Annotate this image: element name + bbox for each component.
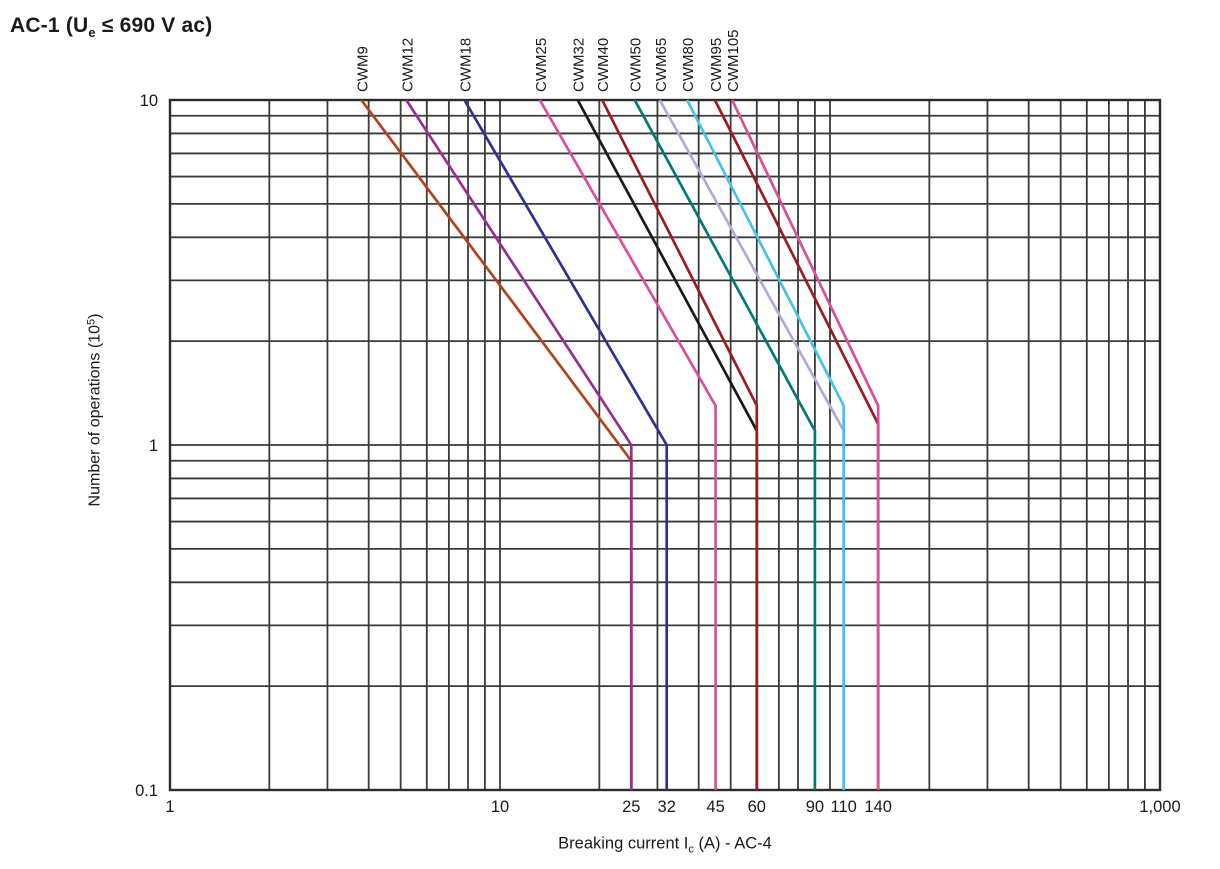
x-tick-label-110: 110 — [831, 798, 857, 816]
curve-CWM12 — [405, 99, 633, 790]
curve-label-CWM50: CWM50 — [628, 38, 645, 92]
x-tick-label-1000: 1,000 — [1139, 798, 1180, 816]
curve-CWM105 — [730, 99, 880, 790]
curve-CWM25 — [538, 99, 717, 790]
curve-label-CWM105: CWM105 — [725, 29, 742, 92]
x-tick-label-1: 1 — [165, 798, 174, 816]
chart-title-subscript: e — [88, 25, 96, 40]
plot-border — [168, 98, 1162, 792]
chart-title-part2: ≤ 690 V ac) — [95, 14, 213, 37]
x-tick-label-45: 45 — [706, 798, 724, 816]
curve-CWM50 — [633, 99, 817, 790]
curve-label-CWM25: CWM25 — [533, 38, 550, 92]
x-tick-label-90: 90 — [806, 798, 824, 816]
x-axis-label-subscript: c — [688, 843, 694, 856]
curve-label-CWM40: CWM40 — [595, 38, 612, 92]
curve-CWM40 — [600, 99, 759, 790]
curve-label-CWM95: CWM95 — [708, 38, 725, 92]
x-tick-label-10: 10 — [491, 798, 509, 816]
curve-label-CWM32: CWM32 — [571, 38, 588, 92]
curve-label-CWM18: CWM18 — [457, 38, 474, 92]
y-tick-label-10: 10 — [140, 92, 158, 110]
x-tick-label-60: 60 — [748, 798, 766, 816]
x-tick-label-32: 32 — [658, 798, 676, 816]
x-axis-label: Breaking current Ic (A) - AC-4 — [558, 835, 772, 856]
curve-label-CWM65: CWM65 — [653, 38, 670, 92]
x-tick-label-140: 140 — [864, 798, 892, 816]
curve-label-CWM12: CWM12 — [399, 38, 416, 92]
chart-title: AC-1 (Ue ≤ 690 V ac) — [10, 14, 213, 40]
x-axis-label-part1: Breaking current I — [558, 834, 689, 853]
y-tick-label-1: 1 — [149, 437, 158, 455]
y-tick-label-0_1: 0.1 — [135, 782, 158, 800]
x-axis-label-part2: (A) - AC-4 — [693, 834, 772, 853]
curve-CWM80 — [685, 99, 846, 790]
x-tick-label-25: 25 — [622, 798, 640, 816]
curve-CWM18 — [463, 99, 669, 790]
curve-label-CWM9: CWM9 — [354, 46, 371, 92]
chart-title-part1: AC-1 (U — [10, 14, 89, 37]
curve-label-CWM80: CWM80 — [680, 38, 697, 92]
